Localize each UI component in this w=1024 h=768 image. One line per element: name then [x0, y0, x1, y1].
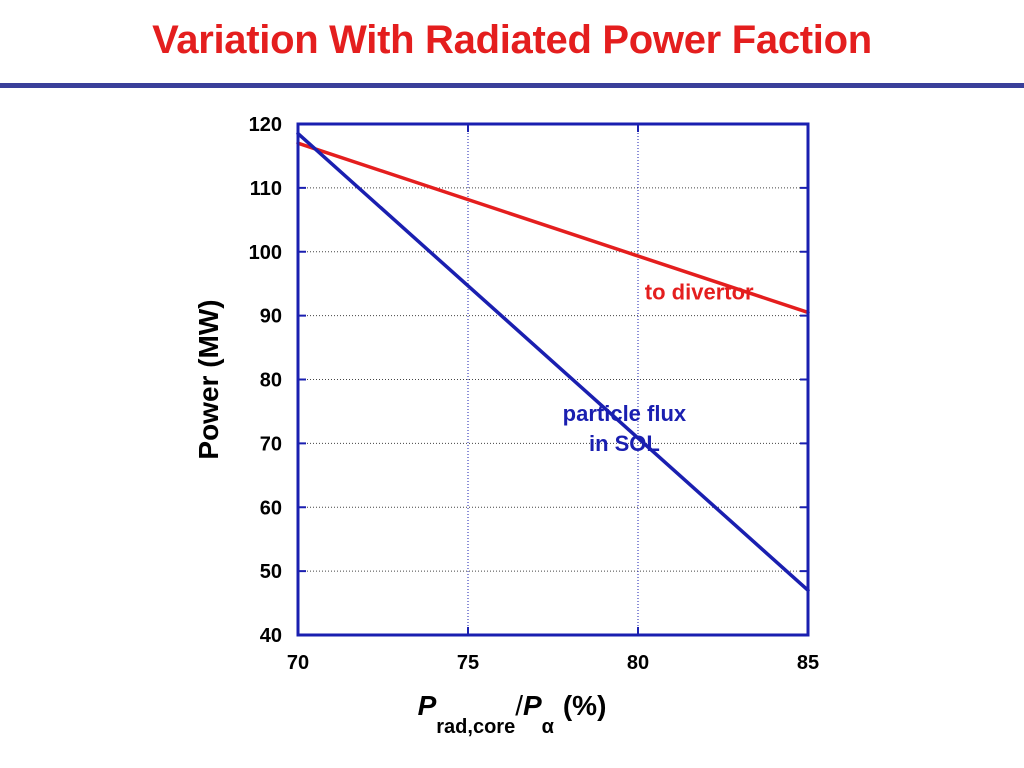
annotation-2-line-1: particle flux [563, 401, 687, 426]
title-divider [0, 83, 1024, 88]
y-tick-label: 110 [250, 178, 282, 200]
x-label-sub2: α [541, 716, 554, 738]
plot-frame [296, 122, 810, 637]
x-label-p2: P [522, 690, 542, 721]
x-label-p1: P [417, 690, 437, 721]
series-line-1 [296, 141, 810, 315]
x-label-unit: (%) [562, 690, 607, 721]
y-tick-labels: 40 50 60 70 80 90 100 110 120 [249, 114, 282, 647]
annotation-1-line-1: to divertor [645, 280, 754, 305]
series-lines [296, 131, 810, 593]
x-tick-label: 75 [457, 652, 479, 674]
x-tick-label: 85 [797, 652, 819, 674]
x-tick-label: 70 [287, 652, 309, 674]
annotation-2-line-2: in SOL [589, 431, 660, 456]
annotations: to divertor particle flux in SOL [563, 280, 754, 456]
x-label-slash: / [515, 690, 523, 721]
slide-title: Variation With Radiated Power Faction [152, 18, 872, 62]
y-tick-label: 70 [260, 433, 282, 455]
y-tick-label: 100 [249, 242, 282, 264]
x-tick-label: 80 [627, 652, 649, 674]
y-tick-label: 60 [260, 497, 282, 519]
y-tick-label: 40 [260, 625, 282, 647]
y-tick-label: 80 [260, 370, 282, 392]
y-tick-label: 90 [260, 306, 282, 328]
x-tick-labels: 70 75 80 85 [287, 652, 819, 674]
y-axis-label: Power (MW) [193, 299, 224, 459]
x-axis-label: Prad,core/Pα (%) [0, 690, 1024, 738]
series-line-2 [296, 131, 810, 593]
y-tick-label: 120 [249, 114, 282, 136]
y-tick-label: 50 [260, 561, 282, 583]
x-label-sub1: rad,core [436, 716, 516, 738]
